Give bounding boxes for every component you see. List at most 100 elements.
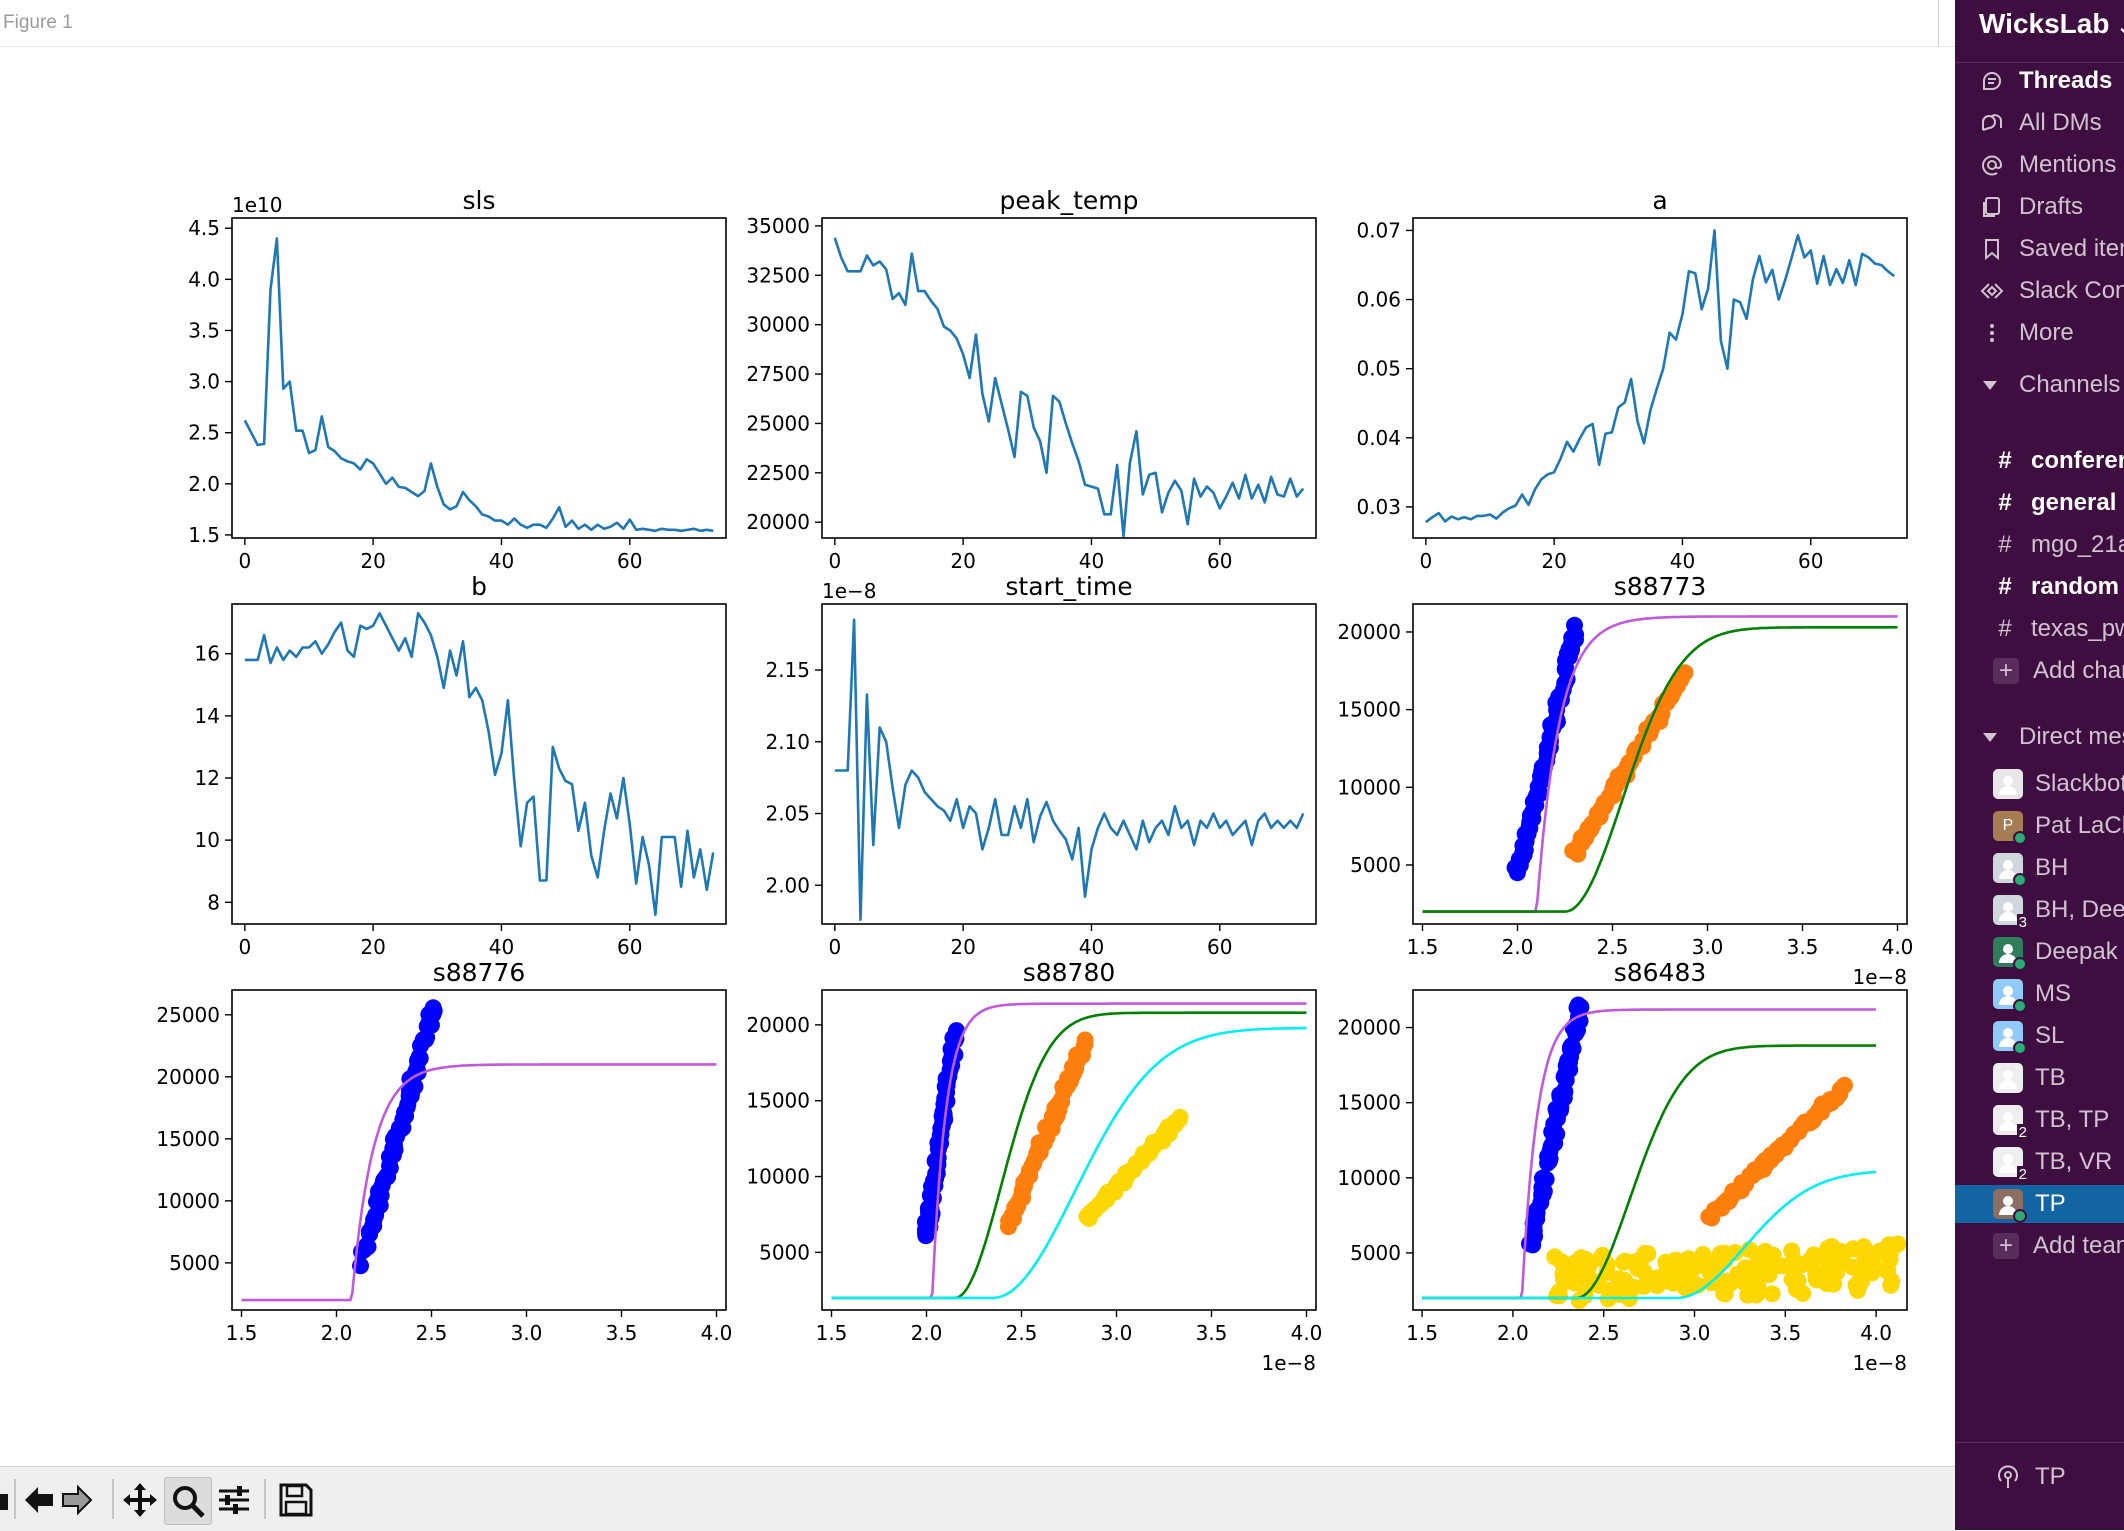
sidebar-nav-mentions[interactable]: Mentions & bbox=[1955, 146, 2124, 184]
dm-item[interactable]: TB bbox=[1955, 1059, 2124, 1097]
scatter-point bbox=[1566, 616, 1583, 634]
forward-arrow-icon[interactable] bbox=[56, 1477, 98, 1523]
sidebar-nav-more-vertical[interactable]: More bbox=[1955, 314, 2124, 352]
scatter-point bbox=[1648, 1277, 1666, 1295]
x-tick-label: 3.5 bbox=[606, 1321, 638, 1345]
scatter-point bbox=[1844, 1240, 1862, 1258]
x-tick-label: 4.0 bbox=[1882, 935, 1914, 959]
y-tick-label: 10000 bbox=[746, 1165, 810, 1189]
y-tick-label: 5000 bbox=[1350, 1241, 1401, 1265]
channel-item[interactable]: # random bbox=[1955, 568, 2124, 606]
threads-icon bbox=[1979, 68, 2005, 94]
axis-offset-text: 1e−8 bbox=[822, 579, 877, 603]
y-tick-label: 0.03 bbox=[1356, 495, 1401, 519]
channel-item[interactable]: # conferen bbox=[1955, 442, 2124, 480]
x-tick-label: 1.5 bbox=[226, 1321, 258, 1345]
channels-section-header[interactable]: Channels bbox=[1955, 366, 2124, 404]
add-channel-button[interactable]: + Add char bbox=[1955, 652, 2124, 690]
scatter-point bbox=[1676, 664, 1694, 682]
dm-item[interactable]: MS bbox=[1955, 975, 2124, 1013]
y-tick-label: 4.5 bbox=[188, 216, 220, 240]
home-icon[interactable] bbox=[0, 1477, 12, 1523]
dm-name: MS bbox=[2035, 980, 2071, 1007]
scatter-point bbox=[1546, 1248, 1564, 1266]
dm-name: BH, Deep bbox=[2035, 896, 2124, 923]
y-tick-label: 1.5 bbox=[188, 523, 220, 547]
online-status-dot bbox=[2013, 1209, 2027, 1223]
workspace-switcher[interactable]: WicksLab ⌄ bbox=[1979, 8, 2124, 40]
x-tick-label: 2.0 bbox=[321, 1321, 353, 1345]
dm-item[interactable]: 3 BH, Deep bbox=[1955, 891, 2124, 931]
y-tick-label: 0.06 bbox=[1356, 288, 1401, 312]
y-tick-label: 0.05 bbox=[1356, 357, 1401, 381]
channel-item[interactable]: # general bbox=[1955, 484, 2124, 522]
x-tick-label: 3.5 bbox=[1196, 1321, 1228, 1345]
caret-down-icon bbox=[1983, 732, 1997, 742]
huddle-status[interactable]: TP bbox=[1955, 1458, 2124, 1496]
x-tick-label: 1.5 bbox=[1406, 1321, 1438, 1345]
back-arrow-icon[interactable] bbox=[18, 1477, 60, 1523]
sidebar-nav-slack-connect[interactable]: Slack Conn bbox=[1955, 272, 2124, 310]
chart-title: peak_temp bbox=[1000, 186, 1139, 215]
y-tick-label: 12 bbox=[195, 766, 220, 790]
dm-item[interactable]: 2 TB, VR bbox=[1955, 1143, 2124, 1183]
configure-subplots-icon[interactable] bbox=[212, 1477, 256, 1523]
sidebar-nav-threads[interactable]: Threads bbox=[1955, 62, 2124, 100]
hash-icon: # bbox=[1998, 573, 2012, 600]
workspace-name: WicksLab bbox=[1979, 8, 2110, 39]
direct-messages-section-header[interactable]: Direct mes bbox=[1955, 718, 2124, 756]
dm-item[interactable]: 2 TB, TP bbox=[1955, 1101, 2124, 1141]
scatter-point bbox=[1629, 1260, 1647, 1278]
x-tick-label: 20 bbox=[360, 935, 385, 959]
x-tick-label: 40 bbox=[489, 935, 514, 959]
scatter-point bbox=[1709, 1257, 1727, 1275]
sidebar-nav-drafts[interactable]: Drafts bbox=[1955, 188, 2124, 226]
drafts-icon bbox=[1979, 194, 2005, 220]
pan-move-icon[interactable] bbox=[118, 1477, 162, 1523]
axes-frame bbox=[821, 603, 1317, 925]
x-tick-label: 40 bbox=[1079, 935, 1104, 959]
group-avatar: 2 bbox=[1993, 1105, 2029, 1141]
sidebar-nav-all-dms[interactable]: All DMs bbox=[1955, 104, 2124, 142]
sidebar-nav-label: Saved item bbox=[2019, 235, 2124, 262]
x-tick-label: 40 bbox=[1670, 549, 1695, 573]
dm-item[interactable]: Slackbot bbox=[1955, 765, 2124, 803]
dm-item[interactable]: P Pat LaCh bbox=[1955, 807, 2124, 845]
scatter-point bbox=[1749, 1278, 1767, 1296]
axes-frame bbox=[231, 603, 727, 925]
fit-curve bbox=[831, 1002, 1307, 1300]
chart-title: b bbox=[471, 572, 487, 601]
dm-item[interactable]: Deepak bbox=[1955, 933, 2124, 971]
y-tick-label: 25000 bbox=[156, 1003, 220, 1027]
dm-item[interactable]: TP bbox=[1955, 1185, 2124, 1223]
scatter-point bbox=[1171, 1108, 1189, 1126]
zoom-magnifier-icon[interactable] bbox=[164, 1477, 212, 1525]
scatter-point bbox=[1616, 1272, 1634, 1289]
x-tick-label: 60 bbox=[1798, 549, 1823, 573]
channel-item[interactable]: # mgo_21a bbox=[1955, 526, 2124, 564]
dm-item[interactable]: BH bbox=[1955, 849, 2124, 887]
plus-icon: + bbox=[1993, 1233, 2019, 1259]
x-tick-label: 4.0 bbox=[1291, 1321, 1323, 1345]
x-tick-label: 0 bbox=[238, 935, 251, 959]
dm-name: Deepak bbox=[2035, 938, 2118, 965]
slack-sidebar: WicksLab ⌄ Threads All DMs Mentions & Draft… bbox=[1955, 0, 2124, 1530]
axes-frame bbox=[1412, 603, 1908, 925]
chart-title: s88780 bbox=[1023, 958, 1116, 987]
figure-window-title: Figure 1 bbox=[3, 12, 73, 33]
y-tick-label: 0.07 bbox=[1356, 218, 1401, 242]
add-teammates-button[interactable]: + Add team bbox=[1955, 1227, 2124, 1265]
sl-avatar bbox=[1993, 1021, 2027, 1055]
channel-item[interactable]: # texas_pw bbox=[1955, 610, 2124, 648]
chevron-down-icon: ⌄ bbox=[2117, 17, 2124, 37]
dm-item[interactable]: SL bbox=[1955, 1017, 2124, 1055]
navigation-toolbar bbox=[0, 1466, 1955, 1531]
x-tick-label: 3.0 bbox=[1679, 1321, 1711, 1345]
hash-icon: # bbox=[1998, 489, 2012, 516]
scatter-point bbox=[424, 999, 442, 1017]
mentions-icon bbox=[1979, 152, 2005, 178]
fit-curve bbox=[1422, 1170, 1877, 1300]
sidebar-nav-bookmark[interactable]: Saved item bbox=[1955, 230, 2124, 268]
save-floppy-icon[interactable] bbox=[272, 1477, 320, 1523]
caret-down-icon bbox=[1983, 380, 1997, 390]
